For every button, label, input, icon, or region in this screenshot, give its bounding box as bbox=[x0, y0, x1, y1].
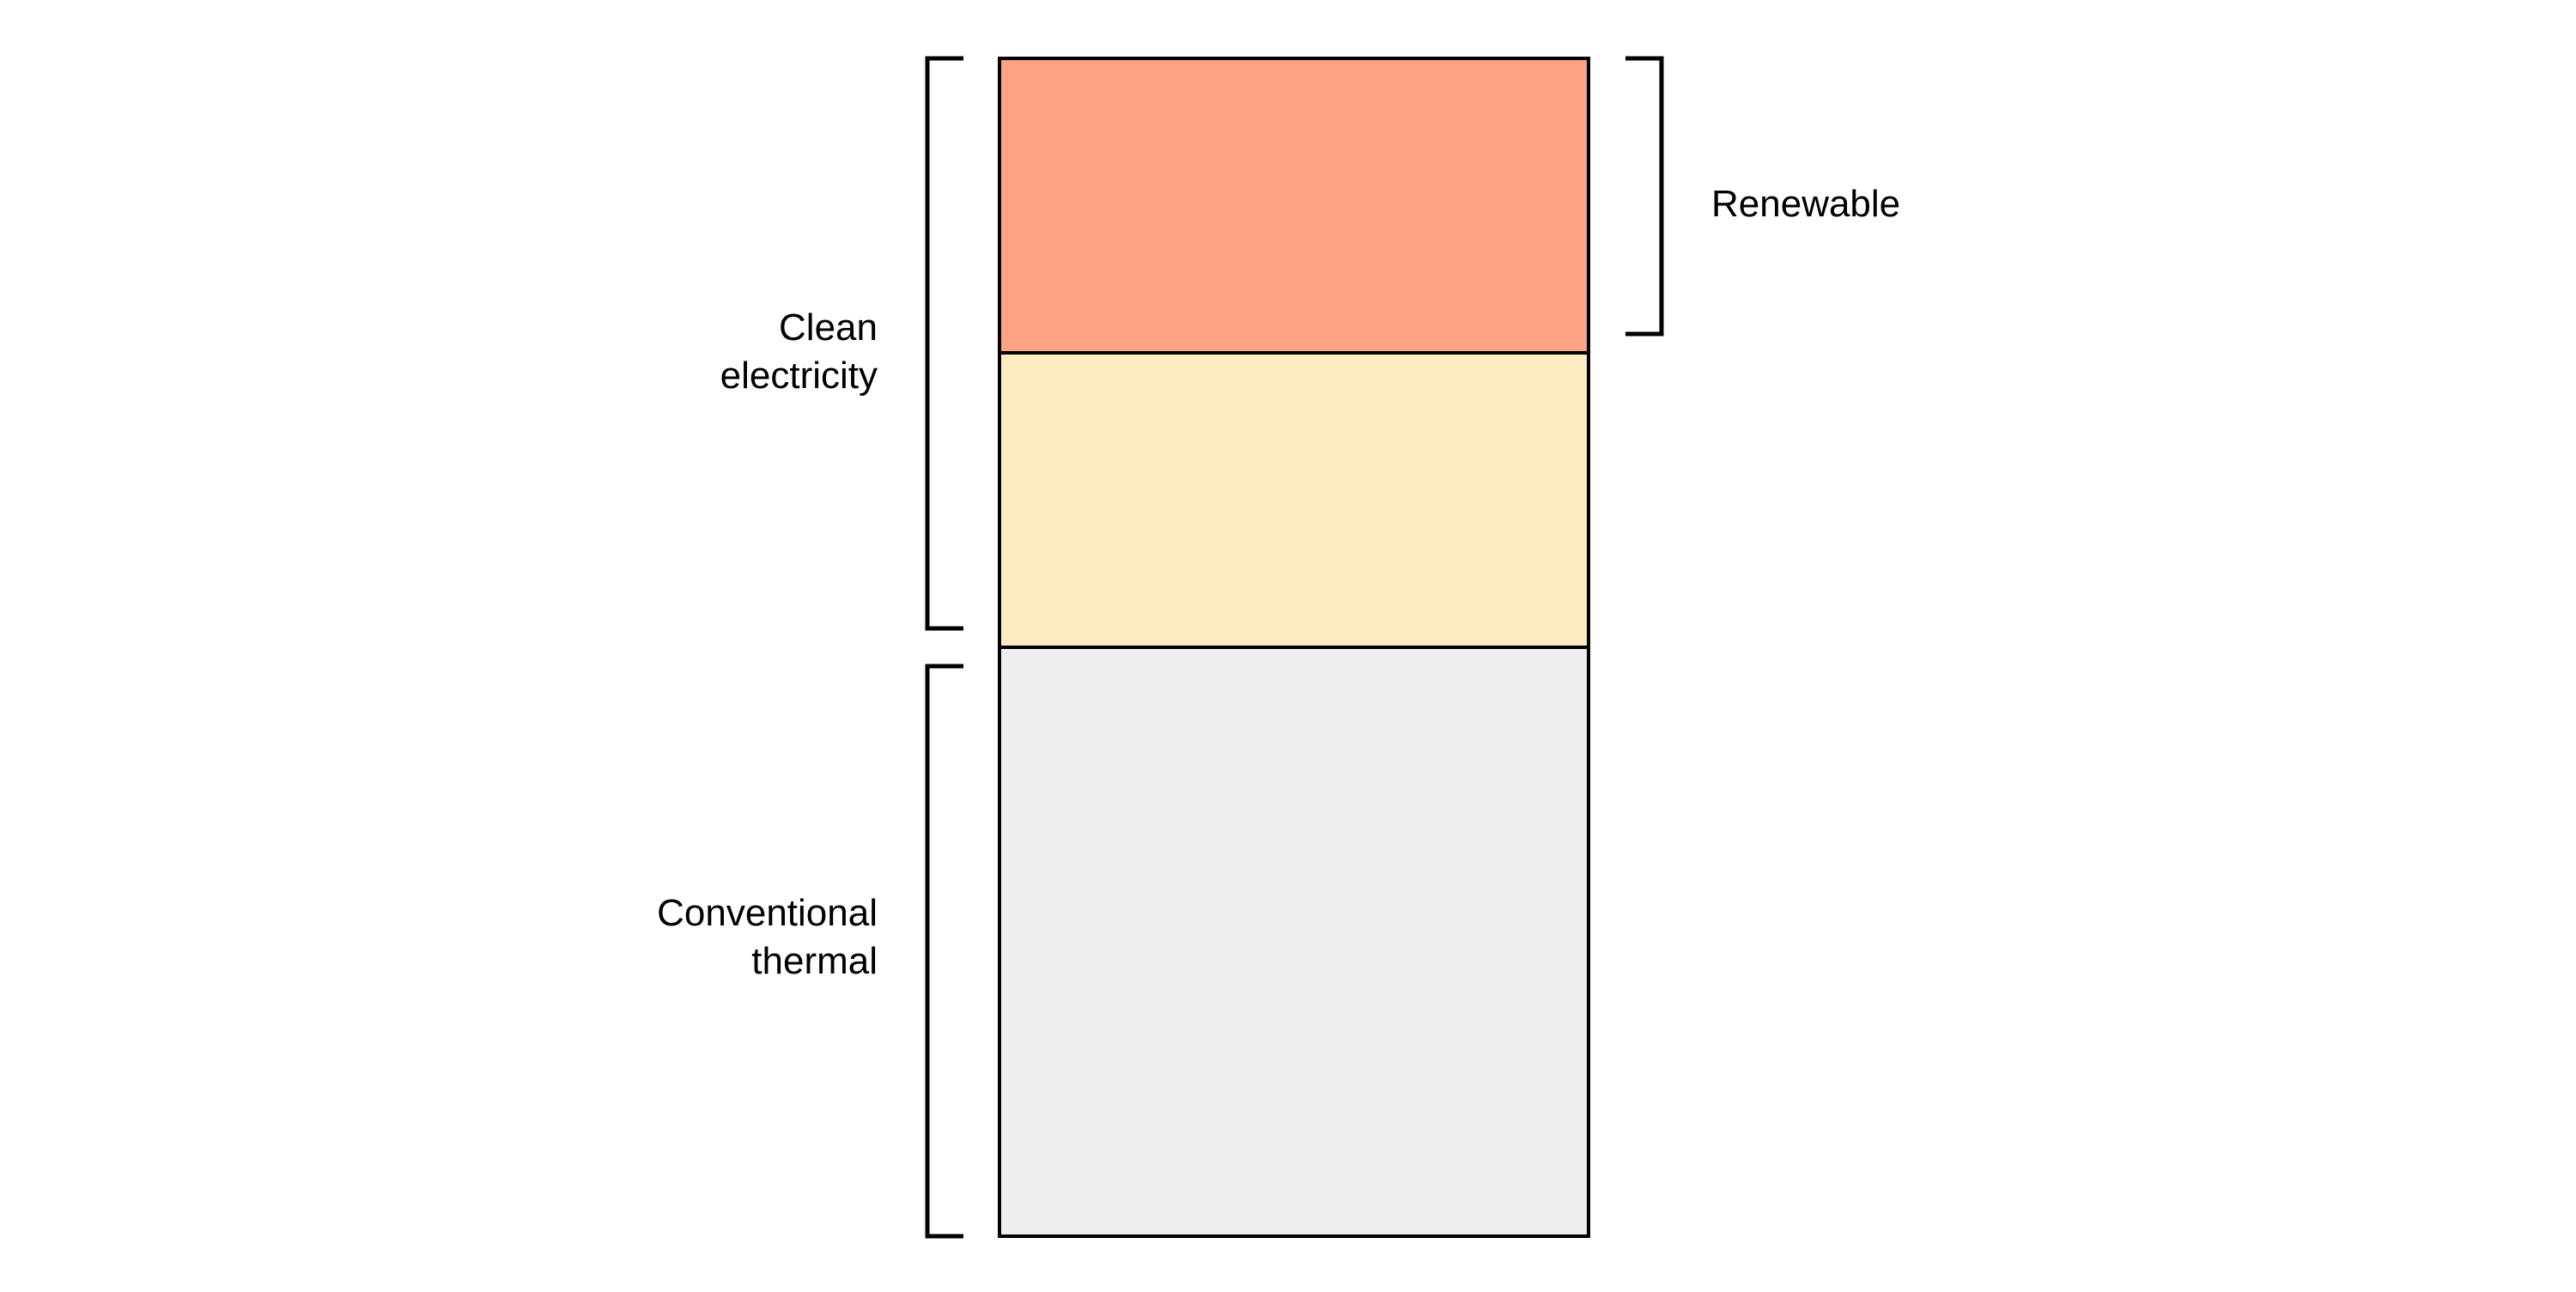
other-clean-segment bbox=[998, 351, 1590, 649]
renewable-segment bbox=[998, 57, 1590, 355]
conventional-thermal-label: Conventional thermal bbox=[657, 889, 878, 986]
renewable-label-text: Renewable bbox=[1711, 183, 1901, 225]
clean-electricity-label-line1: Clean bbox=[779, 306, 878, 349]
renewable-bracket bbox=[1625, 56, 1664, 337]
renewable-label: Renewable bbox=[1711, 180, 1900, 228]
conventional-thermal-bracket bbox=[925, 664, 963, 1239]
conventional-segment bbox=[998, 646, 1590, 1238]
conventional-thermal-label-line2: thermal bbox=[751, 940, 878, 982]
conventional-thermal-label-line1: Conventional bbox=[657, 892, 878, 934]
clean-electricity-label-line2: electricity bbox=[720, 355, 878, 397]
clean-electricity-bracket bbox=[925, 56, 963, 631]
clean-electricity-label: Clean electricity bbox=[720, 304, 878, 400]
